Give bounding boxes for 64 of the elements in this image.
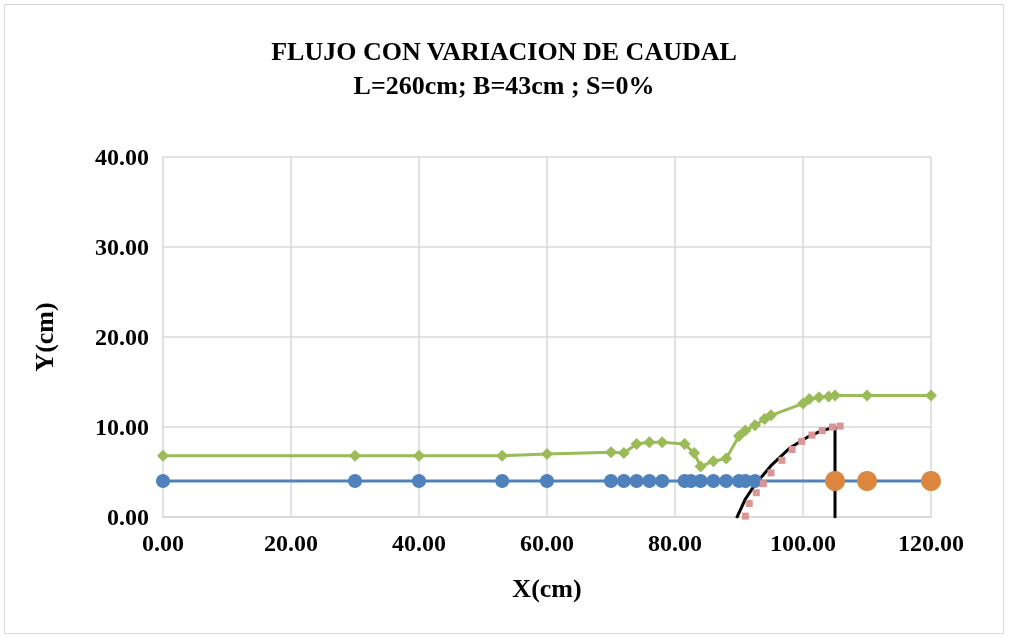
- chart-subtitle: L=260cm; B=43cm ; S=0%: [353, 70, 655, 100]
- point: [688, 447, 701, 460]
- point: [655, 474, 670, 488]
- chart-title: FLUJO CON VARIACION DE CAUDAL: [271, 36, 737, 66]
- point: [678, 438, 691, 451]
- y-tick-label: 20.00: [95, 324, 149, 350]
- point: [759, 480, 767, 488]
- x-tick-label: 40.00: [392, 530, 446, 556]
- point: [765, 409, 777, 422]
- point: [836, 422, 844, 430]
- point: [749, 419, 761, 432]
- point: [808, 431, 816, 439]
- x-tick-label: 60.00: [520, 530, 574, 556]
- point: [745, 500, 753, 507]
- point: [157, 449, 169, 462]
- point: [656, 436, 669, 449]
- point: [605, 446, 617, 459]
- point: [748, 474, 762, 488]
- point: [741, 512, 749, 520]
- point: [797, 397, 809, 410]
- point: [861, 389, 873, 402]
- x-tick-label: 0.00: [142, 530, 184, 556]
- point: [604, 474, 618, 488]
- point: [495, 474, 510, 488]
- point: [767, 469, 775, 477]
- point: [752, 489, 760, 497]
- point: [803, 393, 816, 406]
- y-tick-label: 0.00: [107, 504, 149, 530]
- point: [349, 449, 361, 462]
- point: [925, 389, 937, 402]
- y-tick-label: 40.00: [95, 144, 149, 170]
- point: [694, 460, 707, 473]
- point: [630, 438, 643, 451]
- point: [733, 430, 745, 442]
- point: [719, 474, 734, 488]
- y-tick-label: 10.00: [95, 414, 149, 440]
- point: [629, 474, 644, 488]
- point: [348, 474, 362, 488]
- y-axis-title: Y(cm): [29, 302, 59, 372]
- point: [642, 474, 657, 488]
- point: [616, 474, 631, 488]
- x-axis-title: X(cm): [512, 573, 582, 603]
- x-tick-label: 120.00: [898, 530, 964, 556]
- x-tick-label: 80.00: [648, 530, 702, 556]
- x-tick-label: 20.00: [264, 530, 318, 556]
- point: [788, 446, 796, 453]
- point: [540, 474, 554, 488]
- point: [720, 452, 733, 465]
- point: [156, 474, 170, 488]
- y-tick-label: 30.00: [95, 234, 149, 260]
- point: [828, 423, 836, 431]
- point: [707, 455, 720, 468]
- point: [778, 456, 786, 464]
- point: [813, 391, 825, 404]
- point: [798, 437, 806, 445]
- x-tick-label: 100.00: [770, 530, 836, 556]
- point: [413, 449, 425, 462]
- point: [412, 474, 426, 488]
- point: [541, 448, 553, 460]
- point: [706, 474, 721, 488]
- point: [693, 474, 708, 488]
- point: [643, 436, 656, 449]
- point: [818, 427, 826, 435]
- point: [739, 424, 752, 437]
